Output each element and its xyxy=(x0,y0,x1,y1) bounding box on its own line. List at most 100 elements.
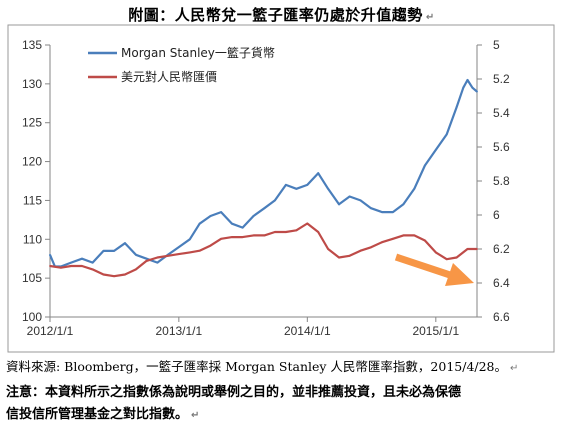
x-tick-label: 2012/1/1 xyxy=(27,324,74,338)
data-point-morgan-stanley-basket xyxy=(381,211,383,214)
data-point-usd-cny xyxy=(145,260,148,262)
y-left-tick-label: 105 xyxy=(22,271,42,285)
y-right-tick-label: 5 xyxy=(493,38,500,52)
data-point-usd-cny xyxy=(124,273,126,276)
series-line-morgan-stanley-basket xyxy=(48,78,478,268)
data-point-usd-cny xyxy=(476,248,478,250)
data-point-usd-cny xyxy=(81,265,83,267)
legend-label: 美元對人民幣匯價 xyxy=(121,70,217,84)
data-point-morgan-stanley-basket xyxy=(198,222,201,225)
data-point-morgan-stanley-basket xyxy=(241,226,244,229)
data-point-usd-cny xyxy=(381,241,383,244)
data-point-morgan-stanley-basket xyxy=(359,199,362,202)
data-point-morgan-stanley-basket xyxy=(252,215,255,217)
data-point-morgan-stanley-basket xyxy=(231,222,233,225)
y-right-tick-label: 6.6 xyxy=(493,310,510,324)
y-left-tick-label: 115 xyxy=(23,193,42,207)
data-point-morgan-stanley-basket xyxy=(306,184,309,186)
x-axis-ticks: 2012/1/1 2013/1/1 2014/1/1 2015/1/1 xyxy=(27,317,459,338)
disclaimer-line-2: 信投信所管理基金之對比指數。 ↵ xyxy=(6,407,200,422)
y-right-tick-label: 5.6 xyxy=(493,140,510,154)
data-point-morgan-stanley-basket xyxy=(188,238,191,241)
data-point-usd-cny xyxy=(252,234,255,237)
data-point-usd-cny xyxy=(156,256,159,259)
right-axis-ticks: 5 5.2 5.4 5.6 5.8 6 6.2 6.4 6.6 xyxy=(477,38,510,324)
y-right-tick-label: 6.4 xyxy=(493,276,510,290)
data-point-usd-cny xyxy=(370,246,372,249)
data-point-morgan-stanley-basket xyxy=(402,203,405,206)
data-point-usd-cny xyxy=(135,268,137,271)
figure-title: 附圖：人民幣兌一籃子匯率仍處於升值趨勢 ↵ xyxy=(128,6,435,24)
data-point-morgan-stanley-basket xyxy=(327,187,329,190)
data-point-usd-cny xyxy=(306,222,309,225)
data-point-usd-cny xyxy=(317,231,320,233)
data-point-morgan-stanley-basket xyxy=(445,133,448,136)
data-point-morgan-stanley-basket xyxy=(124,242,126,245)
data-point-morgan-stanley-basket xyxy=(295,187,298,190)
data-point-morgan-stanley-basket xyxy=(413,187,416,190)
data-point-morgan-stanley-basket xyxy=(102,250,105,252)
data-point-usd-cny xyxy=(188,251,191,254)
data-point-usd-cny xyxy=(49,265,51,267)
data-point-usd-cny xyxy=(338,256,340,259)
data-point-usd-cny xyxy=(434,251,437,254)
data-point-morgan-stanley-basket xyxy=(113,250,115,252)
data-point-morgan-stanley-basket xyxy=(434,149,437,151)
data-point-morgan-stanley-basket xyxy=(263,207,266,210)
data-point-morgan-stanley-basket xyxy=(392,211,394,214)
data-point-usd-cny xyxy=(113,275,115,278)
data-point-usd-cny xyxy=(274,231,276,233)
data-point-usd-cny xyxy=(285,231,287,233)
data-point-morgan-stanley-basket xyxy=(49,253,51,256)
data-point-usd-cny xyxy=(466,248,469,250)
data-point-usd-cny xyxy=(70,265,72,267)
data-point-usd-cny xyxy=(413,234,416,237)
data-point-usd-cny xyxy=(327,248,329,250)
data-point-usd-cny xyxy=(209,244,212,247)
chart-border xyxy=(7,24,555,353)
data-point-morgan-stanley-basket xyxy=(177,246,180,249)
data-point-morgan-stanley-basket xyxy=(209,215,212,217)
disclaimer-line-1: 注意：本資料所示之指數係為說明或舉例之目的，並非推薦投資，且未必為保德 xyxy=(6,385,462,400)
data-point-usd-cny xyxy=(445,258,448,261)
data-point-morgan-stanley-basket xyxy=(156,261,159,264)
data-point-usd-cny xyxy=(402,234,405,237)
data-point-morgan-stanley-basket xyxy=(285,184,287,186)
y-right-tick-label: 6 xyxy=(493,208,500,222)
data-point-morgan-stanley-basket xyxy=(466,79,469,81)
y-left-tick-label: 100 xyxy=(22,310,42,324)
data-point-usd-cny xyxy=(424,239,426,242)
y-left-tick-label: 135 xyxy=(22,38,42,52)
y-right-tick-label: 5.4 xyxy=(493,106,510,120)
data-point-morgan-stanley-basket xyxy=(70,261,72,264)
data-point-morgan-stanley-basket xyxy=(317,172,320,175)
y-left-tick-label: 130 xyxy=(22,77,42,91)
data-point-usd-cny xyxy=(359,249,362,252)
data-point-morgan-stanley-basket xyxy=(145,257,148,260)
y-right-tick-label: 5.2 xyxy=(493,72,510,86)
x-tick-label: 2014/1/1 xyxy=(284,324,331,338)
data-point-usd-cny xyxy=(198,249,201,252)
data-point-morgan-stanley-basket xyxy=(370,207,372,210)
source-note: 資料來源: Bloomberg，一籃子匯率採 Morgan Stanley 人民… xyxy=(6,359,519,374)
data-point-morgan-stanley-basket xyxy=(81,257,83,260)
data-point-usd-cny xyxy=(231,236,233,239)
data-point-morgan-stanley-basket xyxy=(462,86,465,89)
series-layer xyxy=(48,78,478,278)
data-point-usd-cny xyxy=(102,273,105,276)
data-point-usd-cny xyxy=(455,256,458,259)
data-point-usd-cny xyxy=(220,237,223,240)
data-point-usd-cny xyxy=(392,237,394,240)
line-chart: 100 105 110 115 120 125 130 135 5 5.2 5.4 5.6 5.8 6 6… xyxy=(7,24,555,353)
data-point-morgan-stanley-basket xyxy=(274,199,276,202)
data-point-morgan-stanley-basket xyxy=(220,211,223,214)
legend-label: Morgan Stanley一籃子貨幣 xyxy=(121,45,275,60)
data-point-usd-cny xyxy=(348,254,351,257)
data-point-usd-cny xyxy=(263,234,266,237)
y-right-tick-label: 6.2 xyxy=(493,242,510,256)
data-point-usd-cny xyxy=(295,229,298,232)
data-point-morgan-stanley-basket xyxy=(348,195,351,198)
y-left-tick-label: 110 xyxy=(23,232,42,246)
x-tick-label: 2015/1/1 xyxy=(412,324,459,338)
